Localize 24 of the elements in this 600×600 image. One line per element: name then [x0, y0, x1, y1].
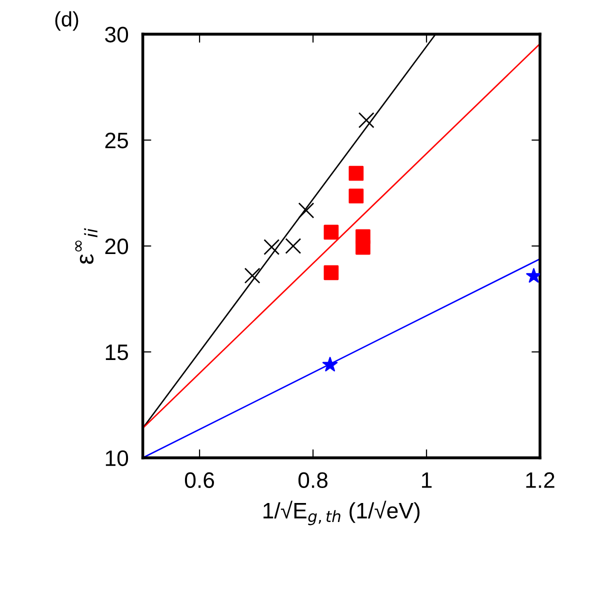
x-tick-label: 0.8 — [298, 472, 328, 488]
x-tick-label: 0.6 — [184, 472, 214, 488]
y-tick-label: 25 — [105, 132, 128, 148]
point — [322, 356, 338, 372]
point — [264, 239, 280, 256]
text: (d) — [55, 11, 78, 31]
y-axis-title: ε$^{∞}$$_{ii}$ — [75, 228, 98, 264]
point — [285, 238, 302, 254]
point — [298, 202, 314, 218]
point — [356, 240, 370, 255]
y-tick-label: 15 — [106, 344, 128, 360]
y-tick-label: 10 — [106, 450, 128, 466]
point — [348, 166, 364, 181]
point — [324, 224, 339, 240]
point — [324, 265, 339, 280]
x-axis-title: 1/√E$_{g,th}$ (1/√eV) — [264, 500, 420, 526]
x-tick-label: 1.2 — [526, 472, 554, 488]
point — [348, 188, 364, 204]
y-tick-label: 30 — [105, 26, 128, 42]
point — [244, 268, 260, 284]
x-tick-label: 1 — [422, 472, 432, 488]
point — [526, 268, 540, 283]
point — [358, 112, 374, 128]
y-tick-label: 20 — [105, 238, 128, 254]
